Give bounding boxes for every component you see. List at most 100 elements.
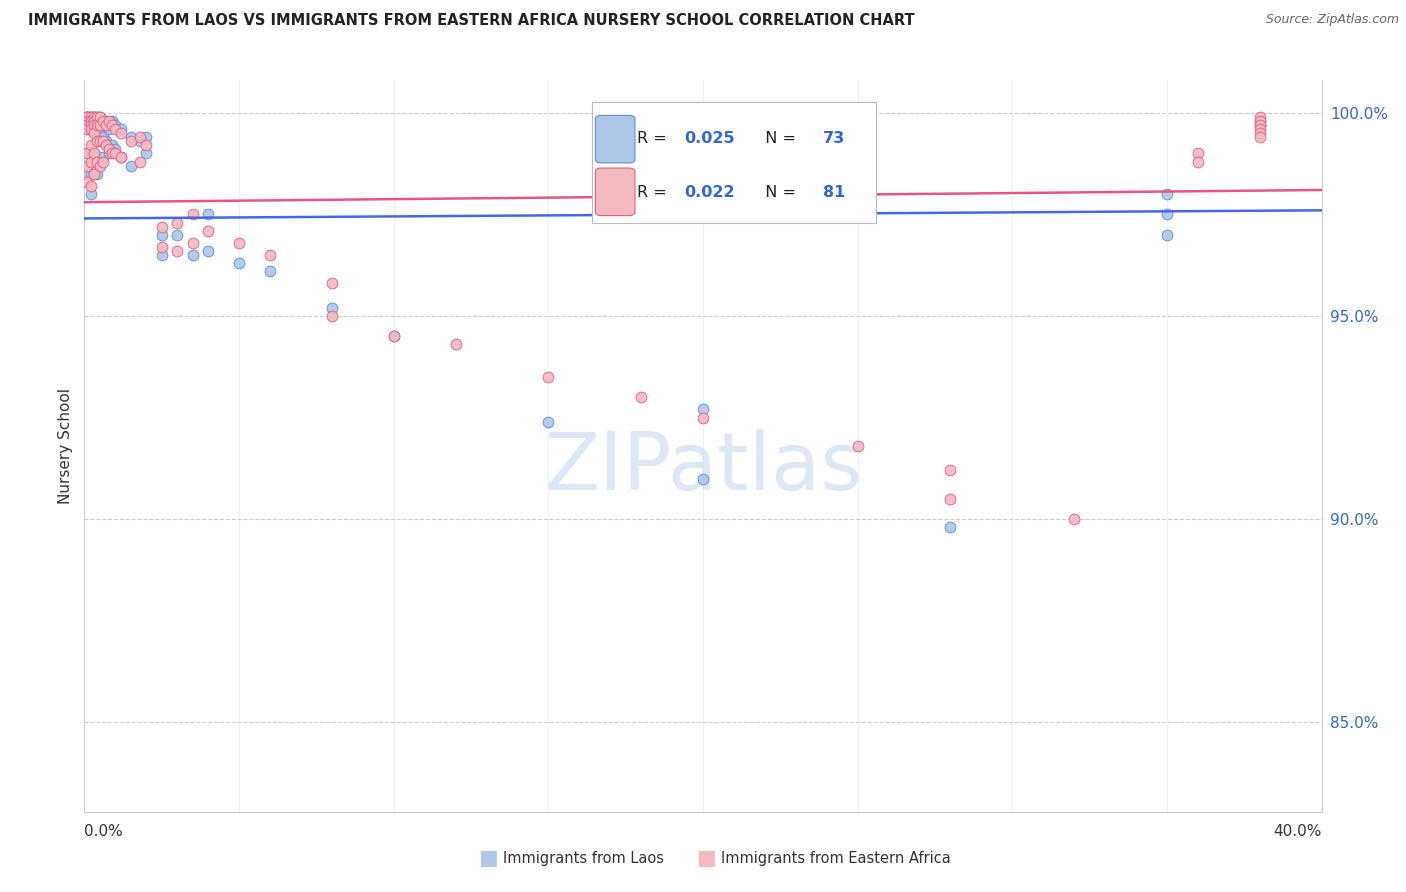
Point [1249,118,1271,132]
Point [83,114,105,128]
Point [1249,122,1271,136]
Point [76,118,98,132]
Point [939,520,962,534]
Point [129,130,152,145]
Point [1156,187,1178,202]
Point [89,154,111,169]
Point [1187,154,1209,169]
Point [79,146,101,161]
Point [104,118,127,132]
Point [79,114,101,128]
Point [101,138,124,153]
Point [79,110,101,124]
Point [76,118,98,132]
Text: ■: ■ [478,848,498,868]
Point [76,118,98,132]
Point [83,110,105,124]
Text: Immigrants from Laos: Immigrants from Laos [503,851,665,865]
Point [228,256,250,270]
Point [181,207,204,221]
Text: R =: R = [637,185,672,200]
Point [91,118,114,132]
Point [79,118,101,132]
Point [79,154,101,169]
Point [150,248,173,262]
Point [79,118,101,132]
Point [120,159,142,173]
Text: ■: ■ [696,848,716,868]
Point [321,309,343,323]
Point [1156,207,1178,221]
Point [86,118,108,132]
Point [76,146,98,161]
Point [89,110,111,124]
Point [86,118,108,132]
Point [86,114,108,128]
Text: 0.0%: 0.0% [84,824,124,838]
Point [101,146,124,161]
Text: 0.025: 0.025 [685,131,735,146]
Point [98,114,121,128]
Point [76,175,98,189]
Point [76,110,98,124]
Point [110,126,132,140]
Point [1249,118,1271,132]
Point [630,390,652,404]
Text: IMMIGRANTS FROM LAOS VS IMMIGRANTS FROM EASTERN AFRICA NURSERY SCHOOL CORRELATIO: IMMIGRANTS FROM LAOS VS IMMIGRANTS FROM … [28,13,915,29]
Point [166,244,188,258]
Point [692,402,714,417]
Point [83,118,105,132]
Point [76,110,98,124]
Point [79,187,101,202]
Point [382,329,405,343]
Point [110,122,132,136]
Point [110,151,132,165]
Point [129,154,152,169]
Point [86,110,108,124]
Text: R =: R = [637,131,672,146]
Point [79,122,101,136]
Point [91,134,114,148]
Point [94,138,117,153]
Point [120,134,142,148]
Point [1249,126,1271,140]
Point [83,167,105,181]
Point [79,118,101,132]
Point [120,130,142,145]
Point [76,122,98,136]
Point [76,159,98,173]
Point [83,110,105,124]
Text: 40.0%: 40.0% [1274,824,1322,838]
Point [1249,114,1271,128]
Point [1063,512,1085,526]
Point [939,463,962,477]
Point [150,240,173,254]
Point [228,235,250,250]
Point [692,410,714,425]
Text: Source: ZipAtlas.com: Source: ZipAtlas.com [1265,13,1399,27]
Point [91,130,114,145]
Point [101,118,124,132]
Point [76,118,98,132]
Text: 0.022: 0.022 [685,185,735,200]
Point [83,167,105,181]
Y-axis label: Nursery School: Nursery School [58,388,73,504]
Point [444,337,467,351]
Point [1187,146,1209,161]
Point [83,110,105,124]
Text: N =: N = [755,185,801,200]
Point [79,178,101,193]
FancyBboxPatch shape [592,103,876,223]
Point [86,167,108,181]
Point [76,146,98,161]
Point [129,134,152,148]
Point [94,114,117,128]
Text: 81: 81 [823,185,845,200]
FancyBboxPatch shape [595,115,636,163]
Point [101,114,124,128]
Point [89,134,111,148]
Point [537,415,560,429]
Point [259,248,281,262]
Point [83,146,105,161]
Text: Immigrants from Eastern Africa: Immigrants from Eastern Africa [721,851,950,865]
